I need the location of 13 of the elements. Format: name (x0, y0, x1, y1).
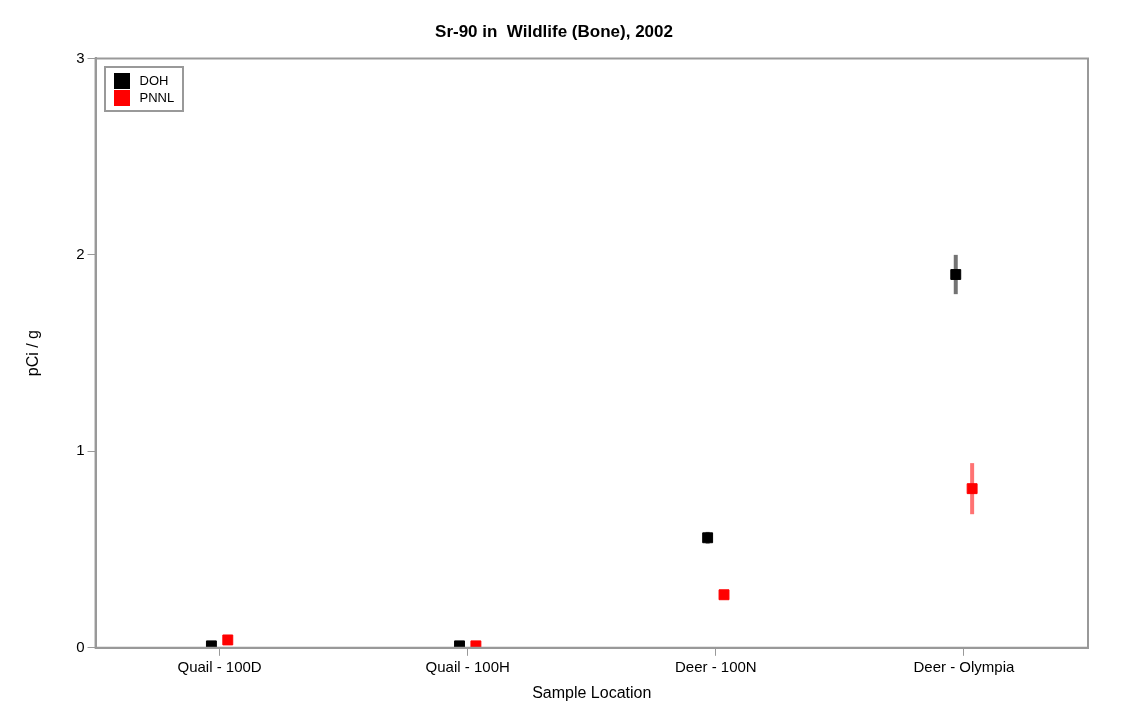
chart-title: Sr-90 in Wildlife (Bone), 2002 (435, 21, 673, 41)
x-tick-label: Quail - 100D (177, 657, 262, 675)
legend-label: DOH (139, 72, 169, 90)
y-tick-label: 1 (76, 441, 85, 459)
x-axis-title: Sample Location (532, 683, 652, 701)
x-tick-label: Quail - 100H (425, 657, 510, 675)
x-tick-label: Deer - Olympia (913, 657, 1016, 675)
y-tick-label: 3 (76, 48, 85, 66)
y-tick-label: 2 (76, 245, 85, 263)
y-axis-title: pCi / g (24, 329, 42, 377)
legend-label: PNNL (139, 89, 175, 107)
y-tick-label: 0 (76, 637, 85, 655)
x-tick-label: Deer - 100N (674, 657, 757, 675)
